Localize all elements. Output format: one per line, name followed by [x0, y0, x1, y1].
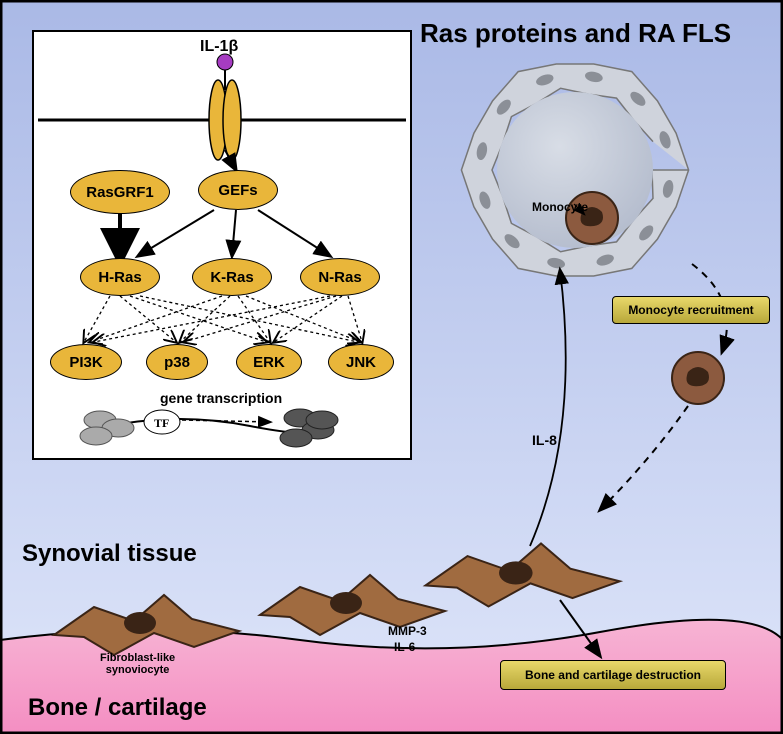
il6-label: IL-6 — [394, 640, 415, 654]
destruction-plaque: Bone and cartilage destruction — [500, 660, 726, 690]
monocyte-recruitment-plaque: Monocyte recruitment — [612, 296, 770, 324]
diagram-canvas: Ras proteins and RA FLS Synovial tissue … — [0, 0, 783, 734]
monocyte-label: Monocyte — [532, 200, 588, 214]
fibroblast-label: Fibroblast-like synoviocyte — [100, 652, 175, 676]
il8-label: IL-8 — [532, 432, 557, 448]
mmp3-label: MMP-3 — [388, 624, 427, 638]
